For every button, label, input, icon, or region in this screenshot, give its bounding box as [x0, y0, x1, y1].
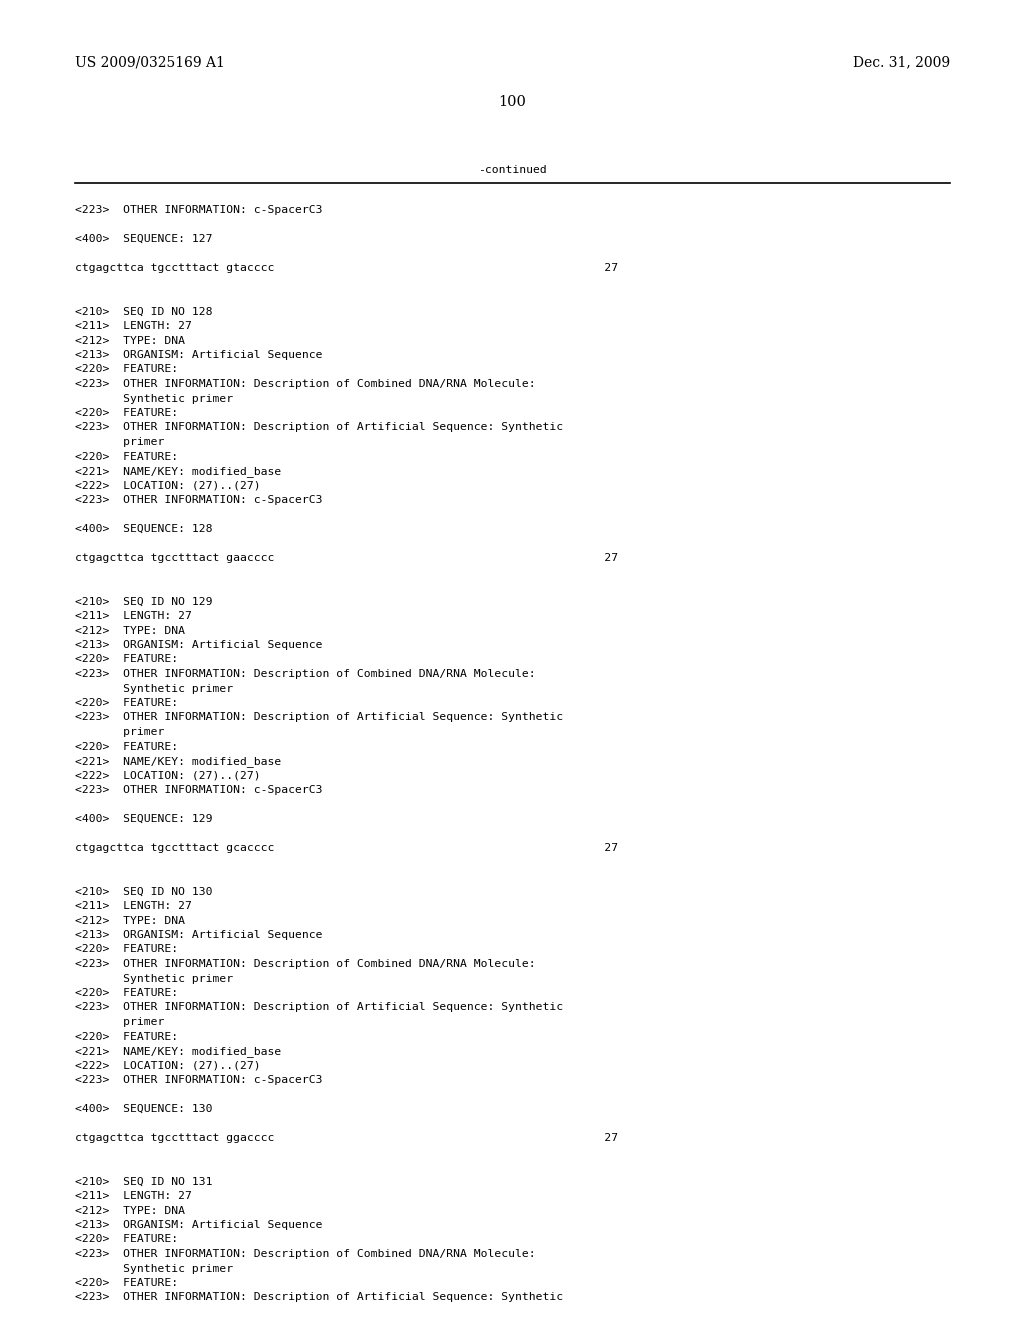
Text: ctgagcttca tgcctttact ggacccc                                                27: ctgagcttca tgcctttact ggacccc 27: [75, 1133, 618, 1143]
Text: <213>  ORGANISM: Artificial Sequence: <213> ORGANISM: Artificial Sequence: [75, 931, 323, 940]
Text: US 2009/0325169 A1: US 2009/0325169 A1: [75, 55, 225, 69]
Text: <220>  FEATURE:: <220> FEATURE:: [75, 945, 178, 954]
Text: <223>  OTHER INFORMATION: Description of Artificial Sequence: Synthetic: <223> OTHER INFORMATION: Description of …: [75, 713, 563, 722]
Text: <400>  SEQUENCE: 127: <400> SEQUENCE: 127: [75, 234, 213, 244]
Text: <220>  FEATURE:: <220> FEATURE:: [75, 742, 178, 751]
Text: <212>  TYPE: DNA: <212> TYPE: DNA: [75, 335, 185, 346]
Text: <211>  LENGTH: 27: <211> LENGTH: 27: [75, 902, 191, 911]
Text: <220>  FEATURE:: <220> FEATURE:: [75, 655, 178, 664]
Text: <220>  FEATURE:: <220> FEATURE:: [75, 1234, 178, 1245]
Text: <212>  TYPE: DNA: <212> TYPE: DNA: [75, 916, 185, 925]
Text: <220>  FEATURE:: <220> FEATURE:: [75, 364, 178, 375]
Text: <223>  OTHER INFORMATION: c-SpacerC3: <223> OTHER INFORMATION: c-SpacerC3: [75, 1074, 323, 1085]
Text: <223>  OTHER INFORMATION: Description of Artificial Sequence: Synthetic: <223> OTHER INFORMATION: Description of …: [75, 1292, 563, 1303]
Text: <211>  LENGTH: 27: <211> LENGTH: 27: [75, 321, 191, 331]
Text: <221>  NAME/KEY: modified_base: <221> NAME/KEY: modified_base: [75, 756, 282, 767]
Text: <210>  SEQ ID NO 131: <210> SEQ ID NO 131: [75, 1176, 213, 1187]
Text: Synthetic primer: Synthetic primer: [75, 974, 233, 983]
Text: -continued: -continued: [477, 165, 547, 176]
Text: <223>  OTHER INFORMATION: Description of Combined DNA/RNA Molecule:: <223> OTHER INFORMATION: Description of …: [75, 960, 536, 969]
Text: <220>  FEATURE:: <220> FEATURE:: [75, 408, 178, 418]
Text: <223>  OTHER INFORMATION: Description of Combined DNA/RNA Molecule:: <223> OTHER INFORMATION: Description of …: [75, 1249, 536, 1259]
Text: <211>  LENGTH: 27: <211> LENGTH: 27: [75, 1191, 191, 1201]
Text: <220>  FEATURE:: <220> FEATURE:: [75, 1278, 178, 1288]
Text: <222>  LOCATION: (27)..(27): <222> LOCATION: (27)..(27): [75, 480, 261, 491]
Text: <220>  FEATURE:: <220> FEATURE:: [75, 987, 178, 998]
Text: <400>  SEQUENCE: 129: <400> SEQUENCE: 129: [75, 814, 213, 824]
Text: Dec. 31, 2009: Dec. 31, 2009: [853, 55, 950, 69]
Text: <221>  NAME/KEY: modified_base: <221> NAME/KEY: modified_base: [75, 1045, 282, 1057]
Text: <221>  NAME/KEY: modified_base: <221> NAME/KEY: modified_base: [75, 466, 282, 477]
Text: <210>  SEQ ID NO 130: <210> SEQ ID NO 130: [75, 887, 213, 896]
Text: <223>  OTHER INFORMATION: Description of Artificial Sequence: Synthetic: <223> OTHER INFORMATION: Description of …: [75, 422, 563, 433]
Text: <212>  TYPE: DNA: <212> TYPE: DNA: [75, 626, 185, 635]
Text: <223>  OTHER INFORMATION: c-SpacerC3: <223> OTHER INFORMATION: c-SpacerC3: [75, 205, 323, 215]
Text: <223>  OTHER INFORMATION: c-SpacerC3: <223> OTHER INFORMATION: c-SpacerC3: [75, 495, 323, 506]
Text: ctgagcttca tgcctttact gcacccc                                                27: ctgagcttca tgcctttact gcacccc 27: [75, 843, 618, 853]
Text: ctgagcttca tgcctttact gaacccc                                                27: ctgagcttca tgcctttact gaacccc 27: [75, 553, 618, 564]
Text: 100: 100: [498, 95, 526, 110]
Text: <223>  OTHER INFORMATION: Description of Combined DNA/RNA Molecule:: <223> OTHER INFORMATION: Description of …: [75, 379, 536, 389]
Text: <400>  SEQUENCE: 130: <400> SEQUENCE: 130: [75, 1104, 213, 1114]
Text: primer: primer: [75, 1016, 165, 1027]
Text: <213>  ORGANISM: Artificial Sequence: <213> ORGANISM: Artificial Sequence: [75, 640, 323, 649]
Text: <220>  FEATURE:: <220> FEATURE:: [75, 451, 178, 462]
Text: <223>  OTHER INFORMATION: Description of Combined DNA/RNA Molecule:: <223> OTHER INFORMATION: Description of …: [75, 669, 536, 678]
Text: ctgagcttca tgcctttact gtacccc                                                27: ctgagcttca tgcctttact gtacccc 27: [75, 263, 618, 273]
Text: <212>  TYPE: DNA: <212> TYPE: DNA: [75, 1205, 185, 1216]
Text: <223>  OTHER INFORMATION: c-SpacerC3: <223> OTHER INFORMATION: c-SpacerC3: [75, 785, 323, 795]
Text: <213>  ORGANISM: Artificial Sequence: <213> ORGANISM: Artificial Sequence: [75, 350, 323, 360]
Text: <222>  LOCATION: (27)..(27): <222> LOCATION: (27)..(27): [75, 1060, 261, 1071]
Text: <211>  LENGTH: 27: <211> LENGTH: 27: [75, 611, 191, 620]
Text: <220>  FEATURE:: <220> FEATURE:: [75, 1031, 178, 1041]
Text: primer: primer: [75, 437, 165, 447]
Text: <213>  ORGANISM: Artificial Sequence: <213> ORGANISM: Artificial Sequence: [75, 1220, 323, 1230]
Text: <210>  SEQ ID NO 129: <210> SEQ ID NO 129: [75, 597, 213, 606]
Text: <223>  OTHER INFORMATION: Description of Artificial Sequence: Synthetic: <223> OTHER INFORMATION: Description of …: [75, 1002, 563, 1012]
Text: Synthetic primer: Synthetic primer: [75, 393, 233, 404]
Text: <222>  LOCATION: (27)..(27): <222> LOCATION: (27)..(27): [75, 771, 261, 780]
Text: primer: primer: [75, 727, 165, 737]
Text: Synthetic primer: Synthetic primer: [75, 684, 233, 693]
Text: Synthetic primer: Synthetic primer: [75, 1263, 233, 1274]
Text: <210>  SEQ ID NO 128: <210> SEQ ID NO 128: [75, 306, 213, 317]
Text: <220>  FEATURE:: <220> FEATURE:: [75, 698, 178, 708]
Text: <400>  SEQUENCE: 128: <400> SEQUENCE: 128: [75, 524, 213, 535]
